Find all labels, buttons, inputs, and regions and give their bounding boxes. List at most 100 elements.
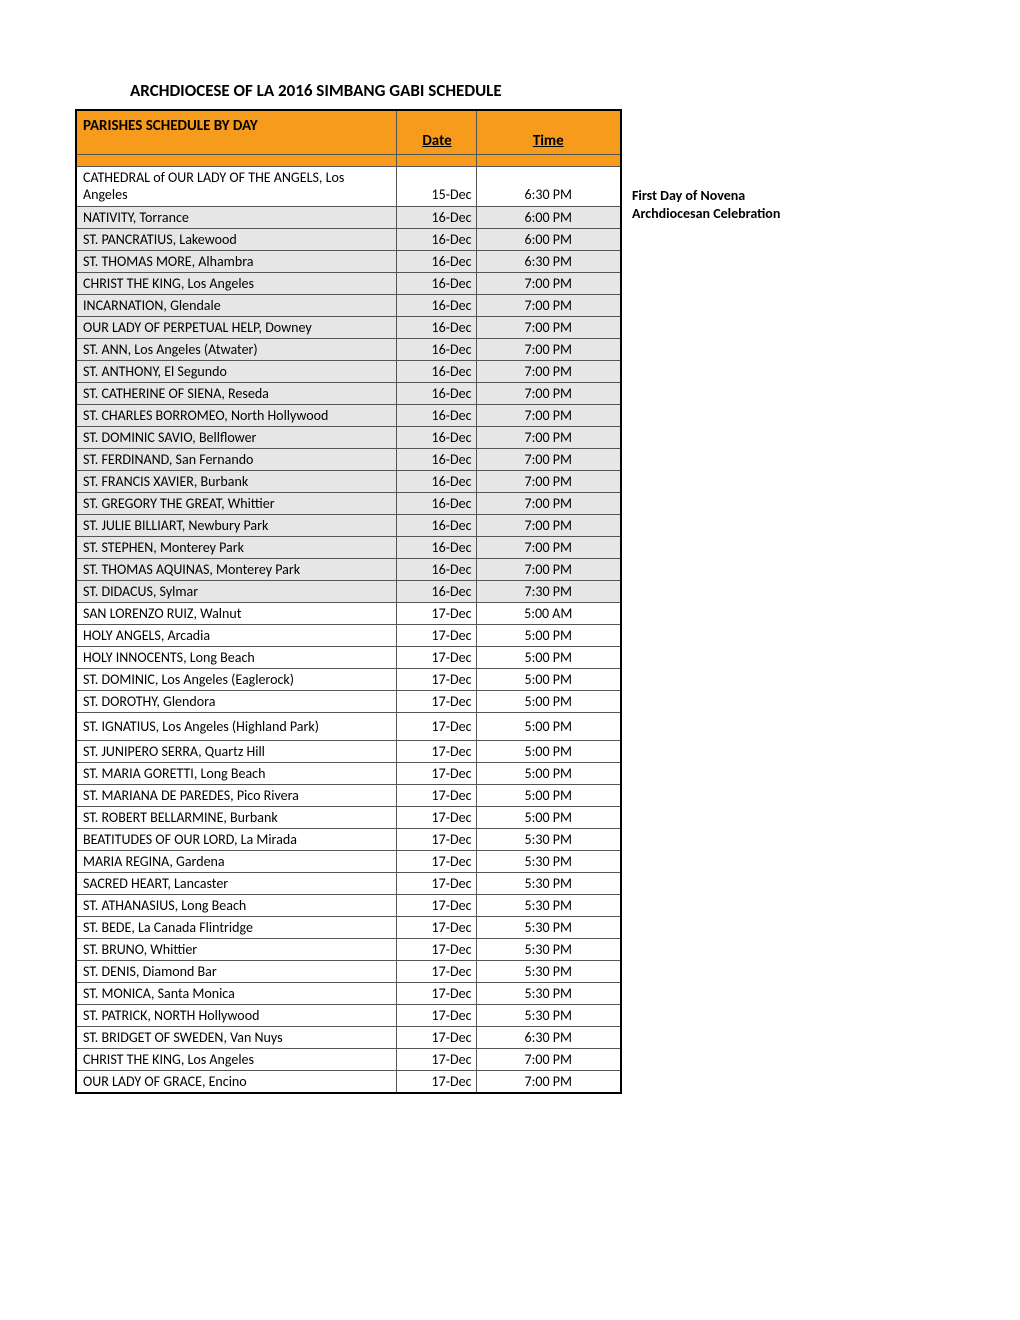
cell-parish: ST. BRIDGET OF SWEDEN, Van Nuys [76, 1026, 396, 1048]
cell-parish: SAN LORENZO RUIZ, Walnut [76, 602, 396, 624]
cell-date: 17-Dec [396, 668, 476, 690]
cell-parish: ST. ANTHONY, El Segundo [76, 360, 396, 382]
table-row: ST. CHARLES BORROMEO, North Hollywood16-… [76, 404, 621, 426]
cell-parish: ST. ANN, Los Angeles (Atwater) [76, 338, 396, 360]
cell-date: 17-Dec [396, 646, 476, 668]
cell-time: 6:00 PM [476, 228, 621, 250]
table-row: ST. BRIDGET OF SWEDEN, Van Nuys17-Dec6:3… [76, 1026, 621, 1048]
cell-time: 7:00 PM [476, 1048, 621, 1070]
cell-time: 5:30 PM [476, 982, 621, 1004]
cell-parish: HOLY INNOCENTS, Long Beach [76, 646, 396, 668]
cell-parish: ST. MONICA, Santa Monica [76, 982, 396, 1004]
table-row: ST. FERDINAND, San Fernando16-Dec7:00 PM [76, 448, 621, 470]
page-title: ARCHDIOCESE OF LA 2016 SIMBANG GABI SCHE… [130, 80, 945, 101]
cell-date: 16-Dec [396, 228, 476, 250]
cell-parish: INCARNATION, Glendale [76, 294, 396, 316]
cell-time: 5:30 PM [476, 1004, 621, 1026]
cell-parish: ST. GREGORY THE GREAT, Whittier [76, 492, 396, 514]
cell-time: 5:30 PM [476, 916, 621, 938]
table-row: ST. ANN, Los Angeles (Atwater)16-Dec7:00… [76, 338, 621, 360]
table-row: ST. JULIE BILLIART, Newbury Park16-Dec7:… [76, 514, 621, 536]
cell-date: 16-Dec [396, 536, 476, 558]
side-note-line1: First Day of Novena [632, 187, 780, 205]
cell-time: 7:00 PM [476, 338, 621, 360]
cell-parish: ST. JULIE BILLIART, Newbury Park [76, 514, 396, 536]
cell-parish: ST. FRANCIS XAVIER, Burbank [76, 470, 396, 492]
table-row: OUR LADY OF GRACE, Encino17-Dec7:00 PM [76, 1070, 621, 1093]
cell-parish: ST. DOMINIC, Los Angeles (Eaglerock) [76, 668, 396, 690]
cell-time: 5:30 PM [476, 938, 621, 960]
cell-time: 7:00 PM [476, 1070, 621, 1093]
cell-date: 17-Dec [396, 1026, 476, 1048]
cell-time: 5:00 PM [476, 762, 621, 784]
cell-parish: ST. THOMAS AQUINAS, Monterey Park [76, 558, 396, 580]
cell-parish: ST. PATRICK, NORTH Hollywood [76, 1004, 396, 1026]
cell-date: 17-Dec [396, 762, 476, 784]
table-row: ST. PATRICK, NORTH Hollywood17-Dec5:30 P… [76, 1004, 621, 1026]
table-header-spacer [76, 154, 621, 166]
cell-date: 17-Dec [396, 850, 476, 872]
cell-time: 6:30 PM [476, 166, 621, 206]
cell-time: 7:00 PM [476, 536, 621, 558]
cell-date: 17-Dec [396, 1048, 476, 1070]
cell-parish: ST. JUNIPERO SERRA, Quartz Hill [76, 740, 396, 762]
cell-time: 6:30 PM [476, 250, 621, 272]
table-row: HOLY ANGELS, Arcadia17-Dec5:00 PM [76, 624, 621, 646]
cell-date: 17-Dec [396, 960, 476, 982]
cell-date: 17-Dec [396, 872, 476, 894]
cell-parish: OUR LADY OF GRACE, Encino [76, 1070, 396, 1093]
cell-date: 16-Dec [396, 272, 476, 294]
cell-date: 16-Dec [396, 426, 476, 448]
cell-date: 16-Dec [396, 360, 476, 382]
cell-parish: ST. CATHERINE OF SIENA, Reseda [76, 382, 396, 404]
table-row: ST. ANTHONY, El Segundo16-Dec7:00 PM [76, 360, 621, 382]
cell-parish: ST. ATHANASIUS, Long Beach [76, 894, 396, 916]
cell-time: 5:00 PM [476, 740, 621, 762]
cell-time: 5:30 PM [476, 850, 621, 872]
table-row: ST. DIDACUS, Sylmar16-Dec7:30 PM [76, 580, 621, 602]
cell-time: 7:00 PM [476, 470, 621, 492]
cell-date: 16-Dec [396, 580, 476, 602]
cell-date: 17-Dec [396, 916, 476, 938]
table-row: ST. DOMINIC SAVIO, Bellflower16-Dec7:00 … [76, 426, 621, 448]
cell-time: 7:00 PM [476, 382, 621, 404]
cell-parish: ST. ROBERT BELLARMINE, Burbank [76, 806, 396, 828]
cell-parish: BEATITUDES OF OUR LORD, La Mirada [76, 828, 396, 850]
cell-time: 7:00 PM [476, 514, 621, 536]
table-row: ST. THOMAS MORE, Alhambra16-Dec6:30 PM [76, 250, 621, 272]
table-row: CHRIST THE KING, Los Angeles17-Dec7:00 P… [76, 1048, 621, 1070]
cell-parish: HOLY ANGELS, Arcadia [76, 624, 396, 646]
cell-time: 7:30 PM [476, 580, 621, 602]
cell-date: 16-Dec [396, 294, 476, 316]
table-row: ST. THOMAS AQUINAS, Monterey Park16-Dec7… [76, 558, 621, 580]
cell-date: 16-Dec [396, 492, 476, 514]
cell-date: 16-Dec [396, 250, 476, 272]
cell-date: 17-Dec [396, 740, 476, 762]
table-row: ST. PANCRATIUS, Lakewood16-Dec6:00 PM [76, 228, 621, 250]
cell-parish: OUR LADY OF PERPETUAL HELP, Downey [76, 316, 396, 338]
header-parish: PARISHES SCHEDULE BY DAY [76, 110, 396, 154]
table-row: ST. GREGORY THE GREAT, Whittier16-Dec7:0… [76, 492, 621, 514]
cell-time: 7:00 PM [476, 360, 621, 382]
table-row: INCARNATION, Glendale16-Dec7:00 PM [76, 294, 621, 316]
cell-parish: ST. STEPHEN, Monterey Park [76, 536, 396, 558]
cell-time: 7:00 PM [476, 426, 621, 448]
cell-date: 17-Dec [396, 828, 476, 850]
cell-time: 5:00 PM [476, 668, 621, 690]
cell-date: 16-Dec [396, 206, 476, 228]
cell-date: 16-Dec [396, 404, 476, 426]
cell-time: 7:00 PM [476, 492, 621, 514]
cell-parish: ST. DENIS, Diamond Bar [76, 960, 396, 982]
cell-time: 5:00 PM [476, 690, 621, 712]
table-row: ST. FRANCIS XAVIER, Burbank16-Dec7:00 PM [76, 470, 621, 492]
table-row: ST. BRUNO, Whittier17-Dec5:30 PM [76, 938, 621, 960]
side-note: First Day of Novena Archdiocesan Celebra… [622, 109, 780, 223]
table-row: CATHEDRAL of OUR LADY OF THE ANGELS, Los… [76, 166, 621, 206]
cell-parish: ST. PANCRATIUS, Lakewood [76, 228, 396, 250]
table-row: BEATITUDES OF OUR LORD, La Mirada17-Dec5… [76, 828, 621, 850]
cell-date: 17-Dec [396, 938, 476, 960]
cell-parish: CATHEDRAL of OUR LADY OF THE ANGELS, Los… [76, 166, 396, 206]
cell-time: 5:00 PM [476, 806, 621, 828]
cell-parish: SACRED HEART, Lancaster [76, 872, 396, 894]
cell-time: 5:30 PM [476, 894, 621, 916]
